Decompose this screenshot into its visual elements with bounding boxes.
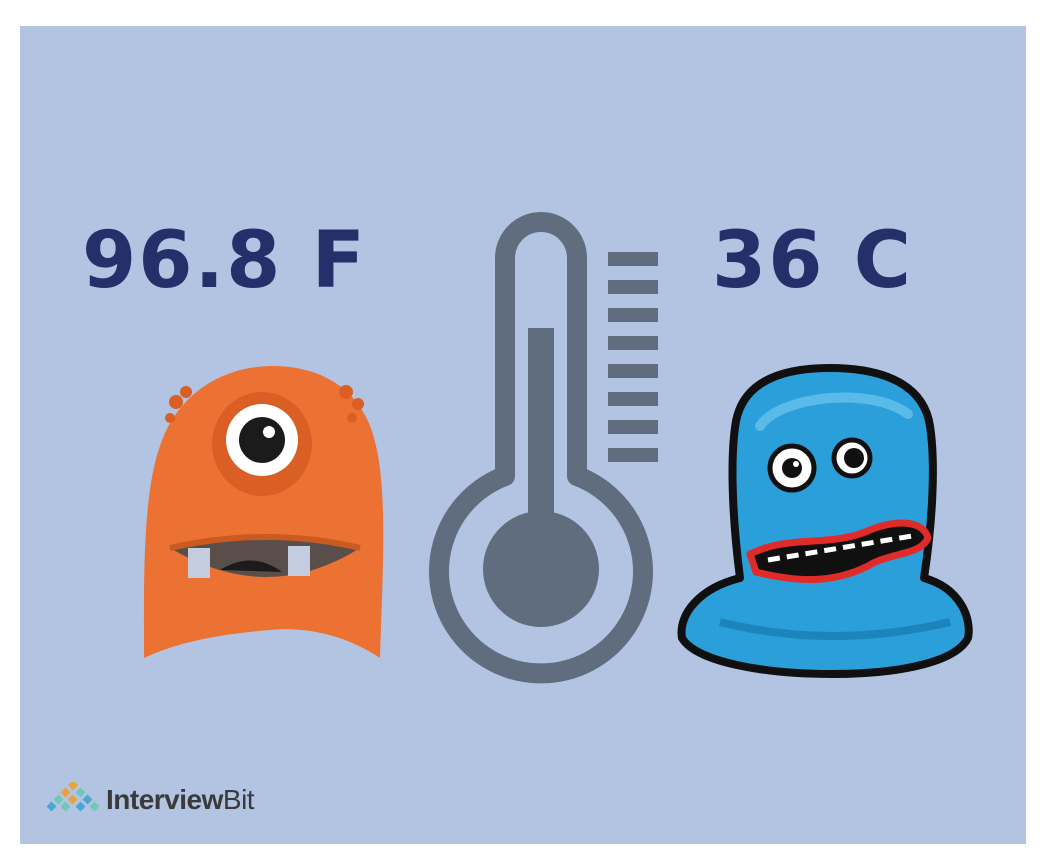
orange-monster-body bbox=[143, 366, 384, 658]
orange-monster bbox=[143, 366, 384, 658]
wordmark-bold-part: Interview bbox=[106, 784, 223, 815]
thermometer-mercury-column bbox=[528, 328, 554, 538]
thermometer-outline bbox=[429, 212, 653, 684]
orange-monster-mouth bbox=[170, 537, 360, 577]
celsius-temperature: 36 C bbox=[712, 216, 913, 306]
orange-monster-tooth-left bbox=[188, 548, 210, 578]
orange-monster-lip bbox=[169, 534, 361, 551]
orange-monster-bumps bbox=[165, 385, 364, 423]
blue-monster-mouth bbox=[746, 519, 932, 584]
thermometer-bulb bbox=[483, 511, 599, 627]
orange-monster-tongue bbox=[220, 560, 282, 572]
blue-monster-pupil-left bbox=[782, 458, 802, 478]
interviewbit-wordmark: InterviewBit bbox=[106, 784, 255, 816]
fahrenheit-temperature: 96.8 F bbox=[82, 216, 367, 306]
orange-monster-eye-shine bbox=[263, 426, 275, 438]
infographic-canvas: 96.8 F 36 C bbox=[20, 26, 1026, 844]
interviewbit-logo-icon bbox=[46, 782, 100, 812]
blue-monster-body-highlight bbox=[755, 392, 913, 431]
thermometer-icon bbox=[429, 212, 658, 684]
blue-monster-teeth bbox=[767, 533, 913, 563]
thermometer-scale-ticks bbox=[608, 252, 658, 462]
illustration bbox=[143, 212, 973, 684]
blue-monster bbox=[677, 364, 973, 678]
wordmark-light-part: Bit bbox=[222, 784, 255, 815]
interviewbit-logo[interactable]: InterviewBit bbox=[46, 780, 255, 820]
blue-monster-body bbox=[677, 364, 973, 678]
orange-monster-pupil bbox=[239, 417, 285, 463]
orange-monster-tooth-right bbox=[288, 546, 310, 576]
blue-monster-shadow bbox=[719, 618, 951, 640]
blue-monster-pupil-right bbox=[844, 448, 864, 468]
